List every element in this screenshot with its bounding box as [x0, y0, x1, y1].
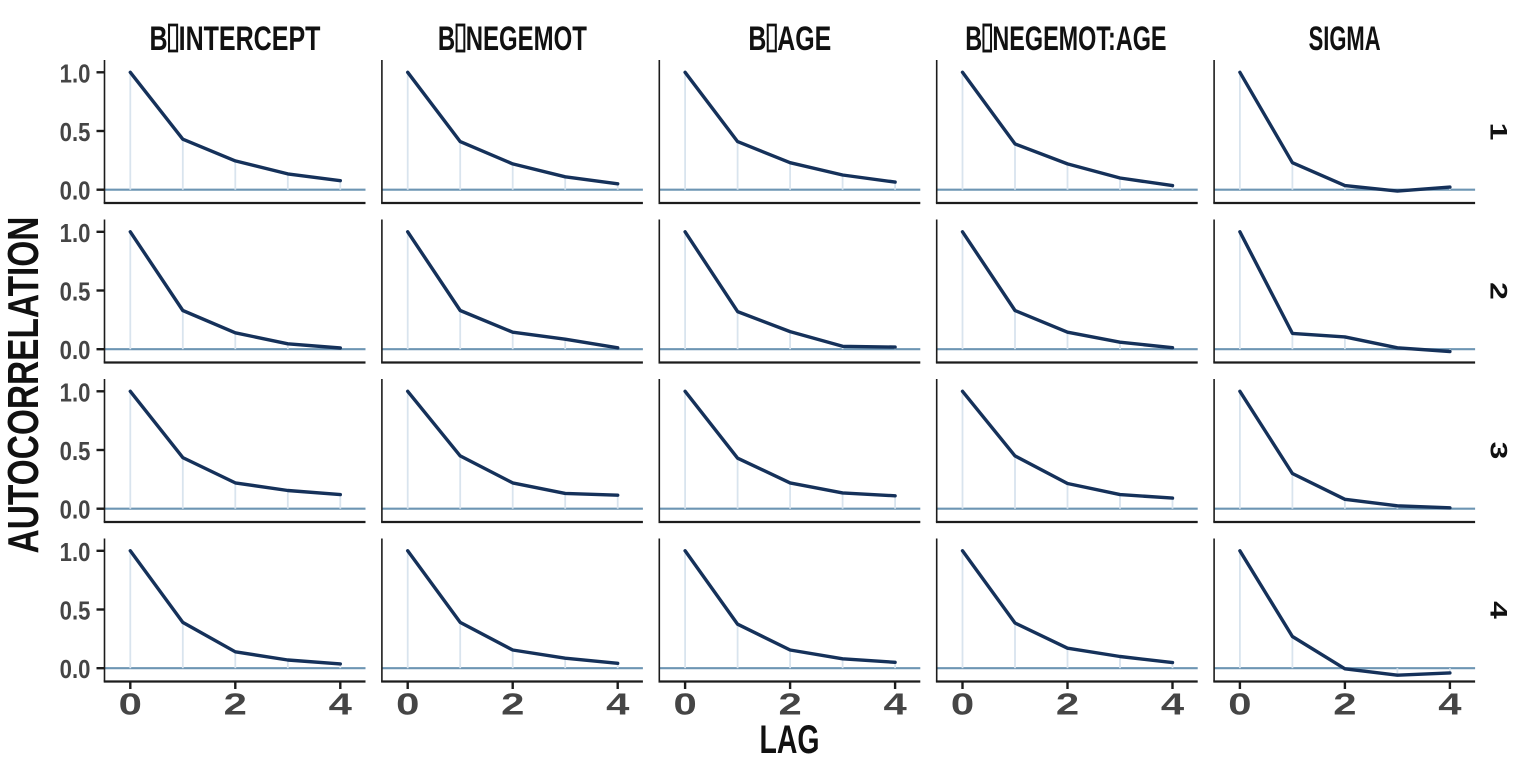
svg-text:B: B: [150, 20, 168, 58]
svg-text:0.0: 0.0: [60, 656, 91, 685]
svg-text:1.0: 1.0: [60, 538, 91, 567]
svg-text:4: 4: [1438, 687, 1462, 722]
svg-text:2: 2: [1333, 687, 1356, 722]
svg-text:AUTOCORRELATION: AUTOCORRELATION: [0, 217, 48, 554]
svg-text:SIGMA: SIGMA: [1309, 20, 1381, 58]
svg-text:1: 1: [1485, 123, 1513, 141]
svg-text:0: 0: [1228, 687, 1251, 722]
svg-text:B: B: [748, 20, 766, 58]
svg-text:0.5: 0.5: [60, 597, 91, 626]
svg-text:0: 0: [951, 687, 974, 722]
svg-text:0.0: 0.0: [60, 177, 91, 206]
svg-text:4: 4: [329, 687, 353, 722]
svg-text:4: 4: [1485, 601, 1513, 619]
svg-text:LAG: LAG: [760, 718, 820, 762]
svg-text:0.0: 0.0: [60, 496, 91, 525]
svg-text:0.5: 0.5: [60, 118, 91, 147]
svg-text:AGE: AGE: [777, 20, 831, 58]
svg-text:NEGEMOT: NEGEMOT: [466, 20, 587, 58]
svg-text:0.5: 0.5: [60, 278, 91, 307]
svg-text:2: 2: [1485, 282, 1513, 300]
svg-text:NEGEMOT:AGE: NEGEMOT:AGE: [992, 21, 1166, 58]
svg-text:1.0: 1.0: [60, 60, 91, 89]
svg-text:0.5: 0.5: [60, 437, 91, 466]
svg-text:B: B: [965, 21, 982, 58]
svg-text:2: 2: [778, 687, 801, 722]
svg-text:0: 0: [396, 687, 419, 722]
svg-text:2: 2: [224, 687, 247, 722]
svg-text:4: 4: [883, 687, 907, 722]
svg-text:B: B: [438, 20, 455, 58]
svg-text:0: 0: [673, 687, 696, 722]
svg-text:3: 3: [1485, 442, 1513, 460]
svg-text:1.0: 1.0: [60, 219, 91, 248]
svg-text:2: 2: [1056, 687, 1079, 722]
svg-text:0.0: 0.0: [60, 337, 91, 366]
svg-text:INTERCEPT: INTERCEPT: [179, 20, 321, 58]
svg-text:4: 4: [606, 687, 630, 722]
svg-text:0: 0: [119, 687, 142, 722]
svg-text:2: 2: [501, 687, 524, 722]
svg-text:1.0: 1.0: [60, 379, 91, 408]
svg-text:4: 4: [1161, 687, 1185, 722]
